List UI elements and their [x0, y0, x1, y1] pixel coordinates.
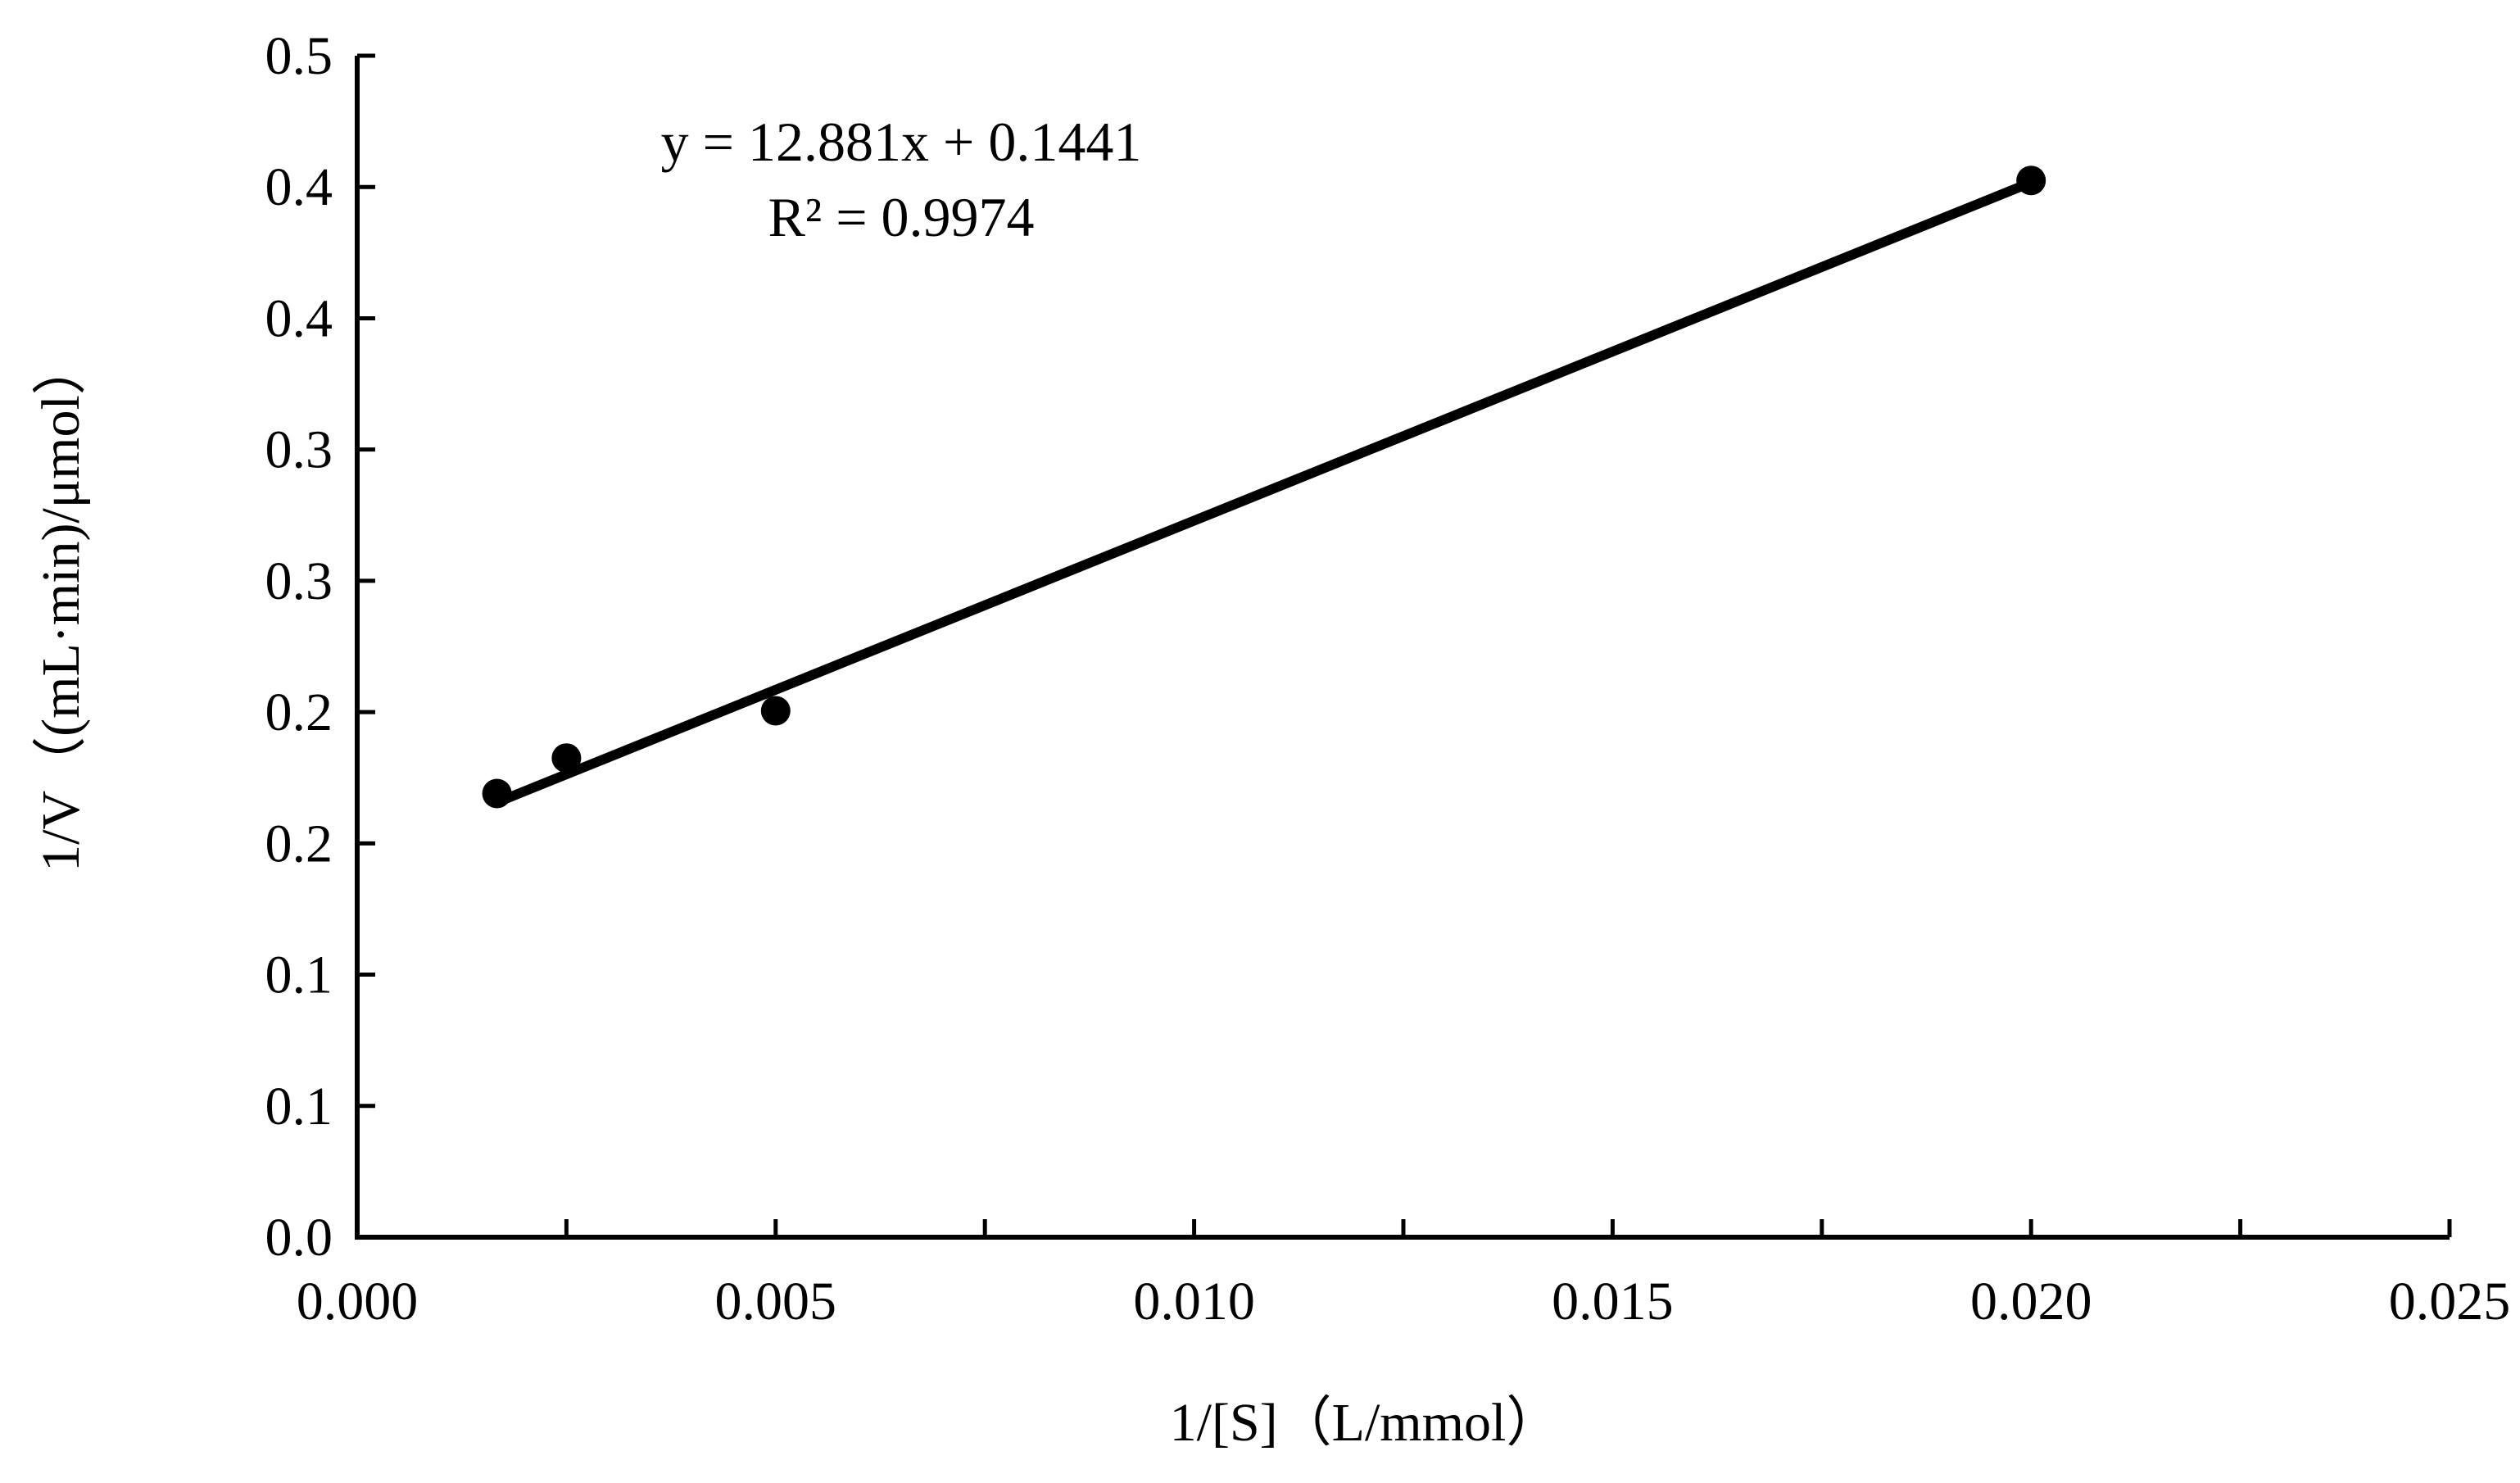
axes [355, 56, 2450, 1240]
y-tick-label: 0.2 [265, 683, 333, 742]
y-tick-label: 0.3 [265, 420, 333, 480]
trendline [495, 178, 2033, 807]
y-tick-label: 0.4 [265, 288, 333, 348]
x-tick-label: 0.010 [1133, 1272, 1255, 1331]
data-point [760, 696, 791, 726]
trendline-layer [495, 178, 2033, 807]
x-tick-label: 0.020 [1970, 1272, 2092, 1331]
x-tick-label: 0.025 [2389, 1272, 2511, 1331]
y-tick-label: 0.2 [265, 814, 333, 873]
trendline-equation: y = 12.881x + 0.1441 [661, 111, 1142, 173]
data-point [2016, 166, 2046, 196]
tick-labels: 0.0 0.1 0.1 0.2 0.2 0.3 0.3 0.4 0.4 0.5 0.000 0.005… [265, 26, 2511, 1331]
tick-marks [355, 53, 2452, 1240]
x-tick-label: 0.000 [297, 1272, 419, 1331]
y-tick-label: 0.0 [265, 1208, 333, 1268]
y-tick-label: 0.4 [265, 157, 333, 217]
y-tick-label: 0.3 [265, 551, 333, 611]
y-tick-label: 0.1 [265, 1077, 333, 1136]
r-squared-label: R² = 0.9974 [768, 186, 1034, 248]
x-tick-label: 0.005 [715, 1272, 837, 1331]
y-tick-label: 0.1 [265, 946, 333, 1005]
data-point [482, 778, 512, 809]
data-points [482, 166, 2046, 809]
y-tick-label: 0.5 [265, 26, 333, 86]
data-point [551, 743, 582, 773]
x-axis-title: 1/[S]（L/mmol） [1170, 1393, 1561, 1453]
x-tick-label: 0.015 [1552, 1272, 1674, 1331]
y-axis-title: 1/V（(mL·min)/μmol） [31, 341, 91, 872]
